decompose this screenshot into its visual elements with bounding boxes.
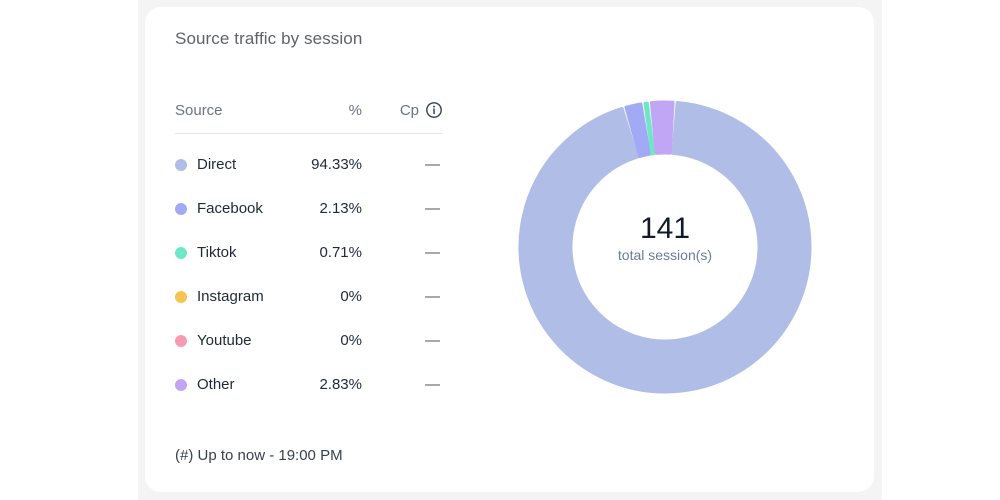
info-icon[interactable]: [425, 101, 443, 119]
source-label: Tiktok: [197, 244, 237, 261]
source-cp: —: [425, 244, 440, 261]
table-row: Tiktok 0.71% —: [175, 230, 443, 274]
table-rows: Direct 94.33% — Facebook 2.13% — Tiktok …: [175, 134, 443, 406]
donut-slice-other[interactable]: [649, 100, 675, 155]
total-sessions-value: 141: [639, 212, 691, 245]
legend-dot: [175, 379, 187, 391]
donut-slice-direct[interactable]: [518, 101, 812, 394]
total-sessions-label: total session(s): [617, 247, 713, 263]
source-label: Facebook: [197, 200, 263, 217]
source-cp: —: [425, 288, 440, 305]
header-cp: Cp: [399, 102, 419, 119]
source-cp: —: [425, 200, 440, 217]
source-label: Direct: [197, 156, 237, 173]
source-label: Instagram: [197, 288, 264, 305]
source-label: Other: [197, 376, 235, 393]
source-percent: 0%: [340, 332, 362, 349]
table-header: Source % Cp: [175, 97, 443, 134]
source-percent: 2.13%: [319, 200, 362, 217]
source-cp: —: [425, 332, 440, 349]
legend-dot: [175, 247, 187, 259]
legend-dot: [175, 335, 187, 347]
source-percent: 94.33%: [311, 156, 362, 173]
legend-dot: [175, 159, 187, 171]
source-label: Youtube: [197, 332, 252, 349]
source-percent: 0.71%: [319, 244, 362, 261]
source-cp: —: [425, 376, 440, 393]
header-percent: %: [348, 102, 362, 119]
source-cp: —: [425, 156, 440, 173]
header-source: Source: [175, 102, 223, 119]
source-percent: 2.83%: [319, 376, 362, 393]
table-row: Other 2.83% —: [175, 362, 443, 406]
table-row: Direct 94.33% —: [175, 142, 443, 186]
donut-chart-svg: [518, 100, 812, 394]
legend-dot: [175, 291, 187, 303]
card-title: Source traffic by session: [175, 29, 363, 48]
donut-slice-facebook[interactable]: [624, 102, 651, 158]
table-row: Facebook 2.13% —: [175, 186, 443, 230]
legend-dot: [175, 203, 187, 215]
table-row: Youtube 0% —: [175, 318, 443, 362]
source-traffic-card: Source traffic by session Source % Cp Di…: [145, 7, 874, 492]
source-percent: 0%: [340, 288, 362, 305]
source-table: Source % Cp Direct 94.33% — Facebook 2.1…: [175, 97, 443, 406]
donut-chart: 141 total session(s): [510, 92, 820, 402]
donut-slice-tiktok[interactable]: [643, 101, 656, 156]
table-row: Instagram 0% —: [175, 274, 443, 318]
footer-note: (#) Up to now - 19:00 PM: [175, 447, 343, 464]
